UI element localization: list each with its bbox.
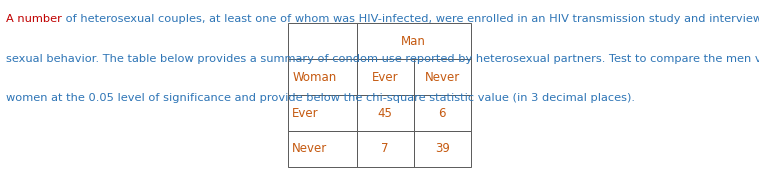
- Text: sexual behavior. The table below provides a summary of condom use reported by he: sexual behavior. The table below provide…: [6, 54, 759, 64]
- Bar: [357, 59, 414, 95]
- Bar: [357, 23, 471, 59]
- Text: of heterosexual couples, at least one of whom was HIV-infected, were enrolled in: of heterosexual couples, at least one of…: [62, 14, 759, 24]
- Text: 45: 45: [378, 107, 392, 120]
- Bar: [414, 131, 471, 167]
- Bar: [288, 95, 357, 131]
- Text: 39: 39: [435, 142, 449, 155]
- Text: women at the 0.05 level of significance and provide below the chi-square statist: women at the 0.05 level of significance …: [6, 93, 635, 103]
- Text: Ever: Ever: [372, 71, 398, 84]
- Text: Never: Never: [424, 71, 460, 84]
- Text: Ever: Ever: [292, 107, 319, 120]
- Bar: [288, 131, 357, 167]
- Bar: [414, 59, 471, 95]
- Text: Never: Never: [292, 142, 327, 155]
- Text: A number: A number: [6, 14, 62, 24]
- Text: Woman: Woman: [292, 71, 336, 84]
- Bar: [357, 131, 414, 167]
- Text: 6: 6: [439, 107, 446, 120]
- Bar: [357, 95, 414, 131]
- Bar: [288, 59, 357, 95]
- Text: Man: Man: [402, 35, 426, 48]
- Bar: [414, 95, 471, 131]
- Bar: [288, 23, 357, 59]
- Text: 7: 7: [382, 142, 389, 155]
